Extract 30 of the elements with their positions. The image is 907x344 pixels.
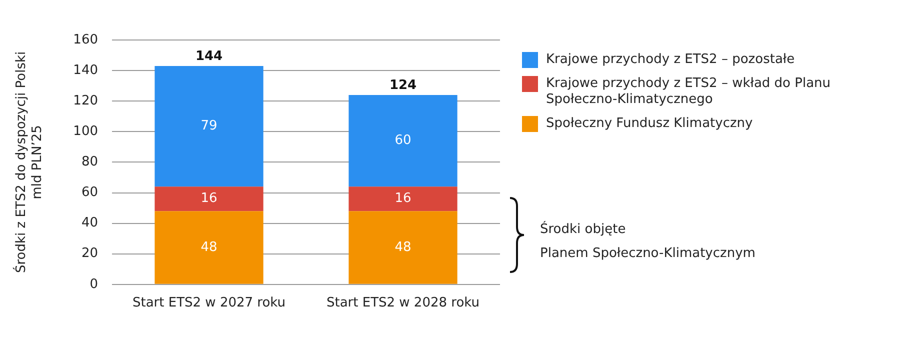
legend-label: Społeczny Fundusz Klimatyczny <box>546 116 753 132</box>
x-tick-label: Start ETS2 w 2027 roku <box>132 296 286 311</box>
y-tick-label: 60 <box>81 185 98 200</box>
y-tick-label: 100 <box>73 124 98 140</box>
data-label: 48 <box>394 240 412 255</box>
y-tick-label: 80 <box>81 154 98 170</box>
legend-label: Krajowe przychody z ETS2 – pozostałe <box>546 52 795 68</box>
data-label: 60 <box>394 133 412 148</box>
bar <box>348 94 458 187</box>
total-label: 144 <box>195 48 223 64</box>
bar <box>348 211 458 284</box>
y-tick-label: 160 <box>73 32 98 48</box>
x-tick-label: Start ETS2 w 2028 roku <box>326 296 480 311</box>
bar <box>348 186 458 212</box>
y-tick-label: 120 <box>73 93 98 108</box>
y-tick-label: 40 <box>81 216 98 231</box>
data-label: 16 <box>200 191 218 206</box>
y-tick-label: 140 <box>73 62 98 78</box>
bar <box>154 211 264 284</box>
y-tick-label: 0 <box>90 276 98 292</box>
y-axis-title: Środki z ETS2 do dyspozycji Polski mld PLN’25 <box>12 51 45 274</box>
legend-label: Krajowe przychody z ETS2 – wkład do Planu Społeczno-Klimatycznego <box>546 76 832 108</box>
y-tick-label: 20 <box>81 246 98 262</box>
data-label: 16 <box>394 191 412 206</box>
data-label: 79 <box>200 118 218 134</box>
data-label: 48 <box>200 240 218 255</box>
text: Środki objęte Planem Społeczno-Klimatycznym <box>540 220 756 263</box>
total-label: 124 <box>389 78 417 93</box>
bar <box>154 66 264 187</box>
bar <box>154 186 264 212</box>
